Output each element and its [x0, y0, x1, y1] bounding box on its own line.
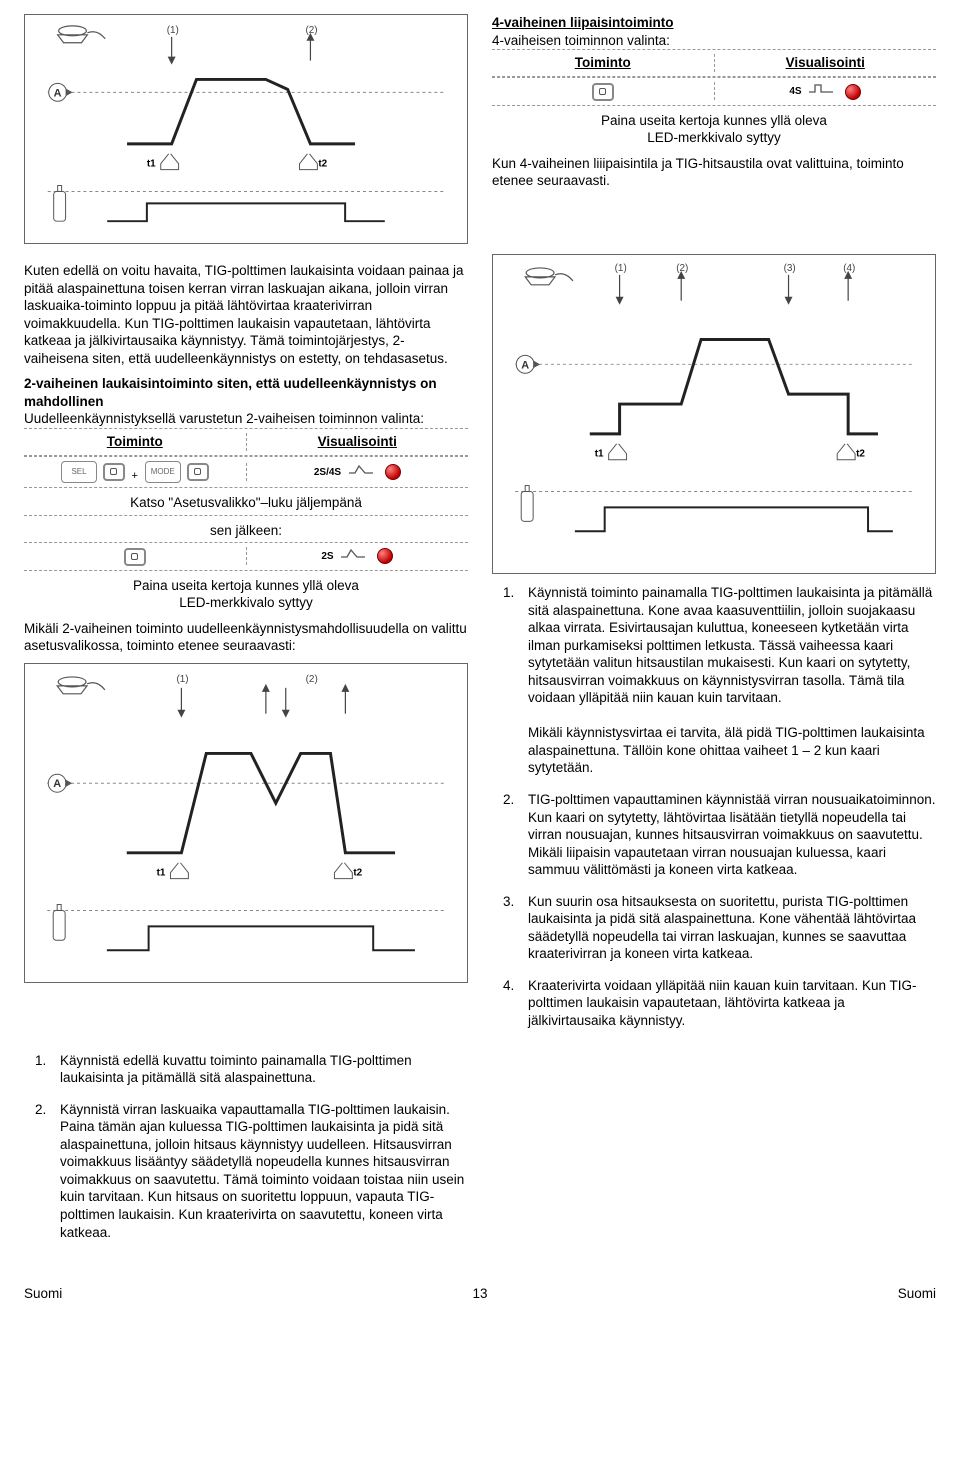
diagram-2step-restart: (1) (2) A t1 t2: [24, 663, 468, 983]
caption-4s: Paina useita kertoja kunnes yllä oleva L…: [492, 112, 936, 147]
svg-text:(2): (2): [306, 674, 318, 685]
list-item: Kun suurin osa hitsauksesta on suoritett…: [518, 893, 936, 963]
page-footer: Suomi 13 Suomi: [24, 1285, 936, 1303]
list-item: Käynnistä virran laskuaika vapauttamalla…: [50, 1101, 468, 1241]
wave-icon: [809, 82, 837, 101]
wave-icon: [341, 547, 369, 566]
caption-asetus: Katso "Asetusvalikko"–luku jäljempänä: [24, 494, 468, 517]
sel-button-icon: SEL: [61, 461, 97, 483]
mode-table-header-2s: Toiminto Visualisointi: [24, 428, 468, 456]
diagram-4step: (1) (2) (3) (4) A: [492, 254, 936, 574]
led-icon: [377, 548, 393, 564]
wave-icon: [349, 463, 377, 482]
list-item: Kraaterivirta voidaan ylläpitää niin kau…: [518, 977, 936, 1030]
svg-text:A: A: [53, 778, 61, 790]
sub-2step-restart: Uudelleenkäynnistyksellä varustetun 2-va…: [24, 410, 468, 428]
svg-text:A: A: [521, 359, 529, 371]
caption-2s: Paina useita kertoja kunnes yllä oleva L…: [24, 577, 468, 612]
svg-text:t2: t2: [353, 868, 362, 879]
svg-text:t1: t1: [147, 159, 156, 170]
right-numbered-list: Käynnistä toiminto painamalla TIG-poltti…: [492, 584, 936, 1030]
svg-text:(1): (1): [176, 674, 188, 685]
mode-table-row-selmode: SEL + MODE 2S/4S: [24, 456, 468, 488]
svg-text:t2: t2: [318, 159, 327, 170]
list-item: TIG-polttimen vapauttaminen käynnistää v…: [518, 791, 936, 879]
mode-button-icon: MODE: [145, 461, 181, 483]
diagram-2step-top: (1) (2) A t1 t2: [24, 14, 468, 244]
svg-text:t1: t1: [157, 868, 166, 879]
sen-jalkeen: sen jälkeen:: [24, 522, 468, 540]
svg-text:(1): (1): [167, 25, 179, 36]
svg-text:(2): (2): [676, 263, 688, 274]
svg-text:(4): (4): [843, 263, 855, 274]
mode-table-row-4s: 4S: [492, 77, 936, 106]
svg-text:(2): (2): [305, 25, 317, 36]
sub-4step: 4-vaiheisen toiminnon valinta:: [492, 32, 936, 50]
svg-text:(3): (3): [784, 263, 796, 274]
svg-text:t2: t2: [856, 449, 865, 460]
mode-table-row-2s: 2S: [24, 542, 468, 571]
bottom-numbered-list: Käynnistä edellä kuvattu toiminto painam…: [24, 1052, 468, 1241]
para-left-main: Kuten edellä on voitu havaita, TIG-poltt…: [24, 262, 468, 367]
heading-4step: 4-vaiheinen liipaisintoiminto: [492, 14, 936, 32]
button-icon: [103, 463, 125, 481]
list-item: Käynnistä toiminto painamalla TIG-poltti…: [518, 584, 936, 777]
button-icon: [187, 463, 209, 481]
para-2srestart-after: Mikäli 2-vaiheinen toiminto uudelleenkäy…: [24, 620, 468, 655]
para-4s-after: Kun 4-vaiheinen liiipaisintila ja TIG-hi…: [492, 155, 936, 190]
mode-table-header-4s: Toiminto Visualisointi: [492, 49, 936, 77]
footer-center: 13: [472, 1285, 487, 1303]
led-4s-icon: [845, 84, 861, 100]
footer-right: Suomi: [898, 1285, 936, 1303]
svg-text:t1: t1: [595, 449, 604, 460]
svg-text:A: A: [54, 87, 62, 99]
button-icon: [124, 548, 146, 566]
heading-2step-restart: 2-vaiheinen laukaisintoiminto siten, ett…: [24, 375, 468, 410]
list-item: Käynnistä edellä kuvattu toiminto painam…: [50, 1052, 468, 1087]
footer-left: Suomi: [24, 1285, 62, 1303]
button-icon: [592, 83, 614, 101]
led-icon: [385, 464, 401, 480]
svg-text:(1): (1): [615, 263, 627, 274]
